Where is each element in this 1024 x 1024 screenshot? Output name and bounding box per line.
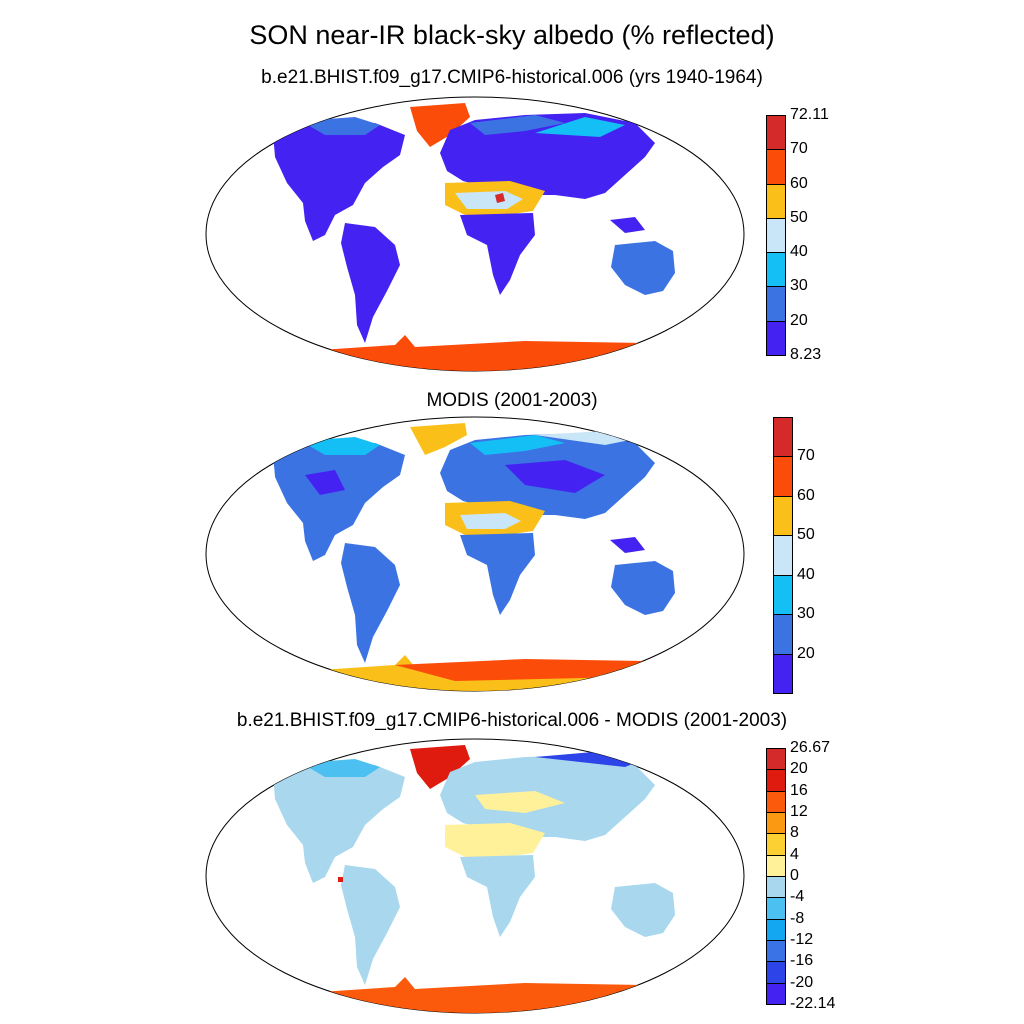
- greenland: [410, 423, 467, 455]
- colorbar-swatch: [766, 876, 786, 899]
- colorbar-label: 30: [797, 605, 815, 623]
- colorbar-label: -20: [790, 973, 814, 991]
- africa-south: [460, 213, 535, 295]
- colorbar-label: 8.23: [790, 346, 822, 363]
- colorbar-swatch: [766, 897, 786, 920]
- colorbar-label: 50: [790, 208, 808, 226]
- colorbar-label: 70: [790, 140, 808, 158]
- map-model-albedo: [205, 96, 745, 372]
- africa-south: [460, 533, 535, 615]
- colorbar-label: -16: [790, 952, 814, 970]
- colorbar-swatch: [766, 812, 786, 835]
- map-modis-albedo: [205, 416, 745, 692]
- colorbar-label: -12: [790, 931, 814, 948]
- colorbar-swatch: [773, 456, 793, 497]
- colorbar-swatch: [766, 961, 786, 984]
- colorbar-label: 60: [790, 174, 808, 192]
- colorbar-label: 20: [790, 760, 808, 778]
- colorbar-swatch: [766, 320, 786, 356]
- colorbar-label: -8: [790, 909, 805, 927]
- colorbar-swatch: [766, 769, 786, 792]
- colorbar-swatch: [766, 183, 786, 219]
- north-america: [273, 121, 405, 241]
- colorbar-label: 0: [790, 867, 799, 884]
- figure-title: SON near-IR black-sky albedo (% reflecte…: [249, 20, 775, 50]
- colorbar-label: 60: [797, 486, 815, 504]
- colorbar-label: 70: [797, 447, 815, 465]
- map-difference: [205, 738, 745, 1014]
- colorbar-swatch: [766, 833, 786, 856]
- south-america: [341, 223, 400, 343]
- colorbar-swatch: [766, 252, 786, 288]
- colorbar-swatch: [766, 854, 786, 877]
- colorbar-label: 40: [797, 565, 815, 583]
- colorbar-label: -22.14: [790, 995, 836, 1012]
- colorbar-swatch: [773, 535, 793, 576]
- colorbar-swatch: [766, 115, 786, 151]
- colorbar-label: 72.11: [790, 106, 829, 123]
- colorbar-swatch: [773, 653, 793, 694]
- australia: [611, 241, 675, 295]
- colorbar-difference: -22.14 -20 -16 -12 -8 -4 0 4 8 12 16 20 26.67: [766, 740, 836, 1012]
- colorbar-label: 16: [790, 781, 808, 799]
- colorbar-swatch: [773, 574, 793, 616]
- south-america: [341, 543, 400, 663]
- colorbar-label: 8: [790, 824, 799, 842]
- north-america: [273, 441, 405, 561]
- colorbar-swatch: [766, 940, 786, 963]
- south-america: [341, 865, 400, 985]
- greenland: [410, 745, 470, 789]
- africa-south: [460, 855, 535, 937]
- colorbar-swatch: [766, 790, 786, 813]
- colorbar-label: 26.67: [790, 739, 831, 756]
- sahara: [445, 823, 545, 857]
- colorbar-label: 12: [790, 803, 808, 820]
- colorbar-label: 40: [790, 243, 808, 261]
- island-cell: [338, 877, 343, 882]
- colorbar-swatch: [773, 495, 793, 537]
- colorbar-swatch: [773, 614, 793, 655]
- colorbar-label: 50: [797, 526, 815, 544]
- colorbar-swatch: [766, 748, 786, 771]
- australia: [611, 561, 675, 615]
- panel-2-title: MODIS (2001-2003): [426, 390, 598, 411]
- north-america: [273, 763, 405, 883]
- colorbar-swatch: [766, 286, 786, 322]
- colorbar-swatch: [773, 417, 793, 458]
- colorbar-swatch: [766, 149, 786, 185]
- colorbar-modis-albedo: 20 30 40 50 60 70: [773, 417, 843, 694]
- colorbar-swatch: [766, 982, 786, 1005]
- colorbar-swatch: [766, 918, 786, 941]
- colorbar-swatch: [766, 217, 786, 254]
- colorbar-label: 20: [790, 311, 808, 329]
- greenland: [410, 103, 470, 147]
- australia: [611, 883, 675, 937]
- panel-1-title: b.e21.BHIST.f09_g17.CMIP6-historical.006…: [261, 67, 763, 88]
- colorbar-label: -4: [790, 888, 805, 906]
- panel-3-title: b.e21.BHIST.f09_g17.CMIP6-historical.006…: [236, 710, 788, 731]
- colorbar-model-albedo: 8.23 20 30 40 50 60 70 72.11: [766, 107, 836, 363]
- colorbar-label: 4: [790, 845, 799, 863]
- colorbar-label: 20: [797, 644, 815, 662]
- colorbar-label: 30: [790, 277, 808, 295]
